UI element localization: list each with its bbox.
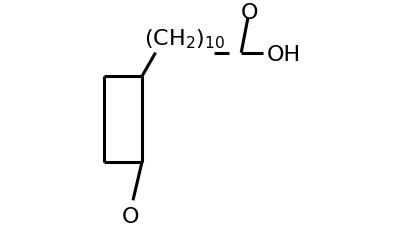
- Text: (CH$_2$)$_{10}$: (CH$_2$)$_{10}$: [144, 28, 226, 51]
- Text: O: O: [240, 3, 258, 23]
- Text: OH: OH: [267, 45, 301, 64]
- Text: O: O: [122, 206, 140, 226]
